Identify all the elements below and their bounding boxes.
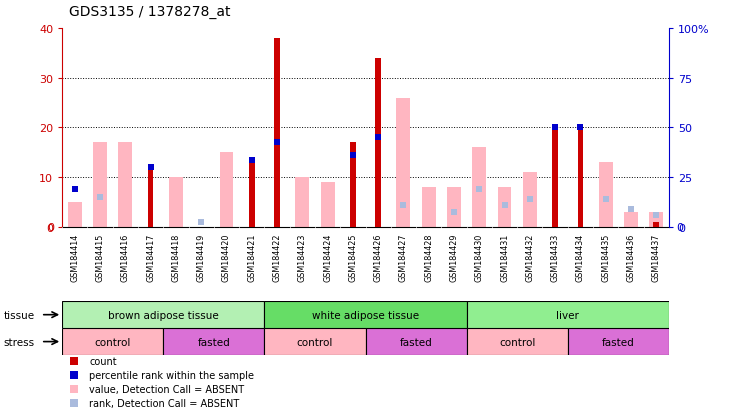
Text: GSM184426: GSM184426 <box>374 233 382 281</box>
Text: liver: liver <box>556 310 579 320</box>
Bar <box>472 148 486 227</box>
Bar <box>118 143 132 227</box>
Text: GSM184434: GSM184434 <box>576 233 585 281</box>
Text: GSM184433: GSM184433 <box>550 233 560 281</box>
Bar <box>163 328 265 355</box>
Text: GSM184435: GSM184435 <box>601 233 610 281</box>
Text: GSM184422: GSM184422 <box>273 233 281 282</box>
Text: control: control <box>499 337 535 347</box>
Text: GDS3135 / 1378278_at: GDS3135 / 1378278_at <box>69 5 231 19</box>
Bar <box>649 212 663 227</box>
Text: 0: 0 <box>48 222 55 232</box>
Text: GSM184431: GSM184431 <box>500 233 509 281</box>
Bar <box>62 328 163 355</box>
Bar <box>148 168 154 227</box>
Bar <box>599 163 613 227</box>
Text: GSM184429: GSM184429 <box>450 233 458 282</box>
Text: GSM184419: GSM184419 <box>197 233 205 281</box>
Bar <box>375 59 381 227</box>
Bar <box>274 39 280 227</box>
Text: control: control <box>94 337 131 347</box>
Bar <box>265 328 366 355</box>
Text: GSM184414: GSM184414 <box>70 233 79 281</box>
Bar <box>523 173 537 227</box>
Bar <box>93 143 107 227</box>
Bar <box>249 158 254 227</box>
Bar <box>68 202 82 227</box>
Text: fasted: fasted <box>197 337 230 347</box>
Text: rank, Detection Call = ABSENT: rank, Detection Call = ABSENT <box>89 399 240 408</box>
Text: GSM184428: GSM184428 <box>424 233 433 281</box>
Text: value, Detection Call = ABSENT: value, Detection Call = ABSENT <box>89 385 245 394</box>
Text: GSM184430: GSM184430 <box>474 233 484 281</box>
Text: GSM184415: GSM184415 <box>96 233 105 281</box>
Bar <box>466 301 669 328</box>
Bar <box>219 153 233 227</box>
Bar <box>169 178 183 227</box>
Text: GSM184420: GSM184420 <box>222 233 231 281</box>
Text: fasted: fasted <box>602 337 635 347</box>
Text: white adipose tissue: white adipose tissue <box>312 310 419 320</box>
Bar <box>295 178 309 227</box>
Text: GSM184436: GSM184436 <box>626 233 635 281</box>
Bar <box>553 128 558 227</box>
Text: 0: 0 <box>676 222 683 232</box>
Text: brown adipose tissue: brown adipose tissue <box>108 310 219 320</box>
Text: GSM184418: GSM184418 <box>171 233 181 281</box>
Text: GSM184417: GSM184417 <box>146 233 155 281</box>
Text: tissue: tissue <box>4 310 35 320</box>
Text: GSM184437: GSM184437 <box>652 233 661 281</box>
Bar <box>350 143 356 227</box>
Text: GSM184424: GSM184424 <box>323 233 332 281</box>
Text: GSM184416: GSM184416 <box>121 233 130 281</box>
Text: stress: stress <box>4 337 35 347</box>
Bar <box>654 222 659 227</box>
Bar <box>422 188 436 227</box>
Bar <box>577 128 583 227</box>
Text: GSM184427: GSM184427 <box>399 233 408 282</box>
Bar <box>498 188 512 227</box>
Bar <box>466 328 568 355</box>
Bar <box>62 301 265 328</box>
Text: GSM184425: GSM184425 <box>349 233 357 282</box>
Bar <box>624 212 638 227</box>
Bar <box>265 301 466 328</box>
Text: fasted: fasted <box>400 337 433 347</box>
Text: control: control <box>297 337 333 347</box>
Text: GSM184421: GSM184421 <box>247 233 257 281</box>
Text: GSM184423: GSM184423 <box>298 233 307 281</box>
Bar <box>568 328 669 355</box>
Text: count: count <box>89 357 117 367</box>
Bar <box>366 328 466 355</box>
Text: GSM184432: GSM184432 <box>526 233 534 281</box>
Text: percentile rank within the sample: percentile rank within the sample <box>89 370 254 380</box>
Bar <box>447 188 461 227</box>
Bar <box>396 98 410 227</box>
Bar <box>321 183 335 227</box>
